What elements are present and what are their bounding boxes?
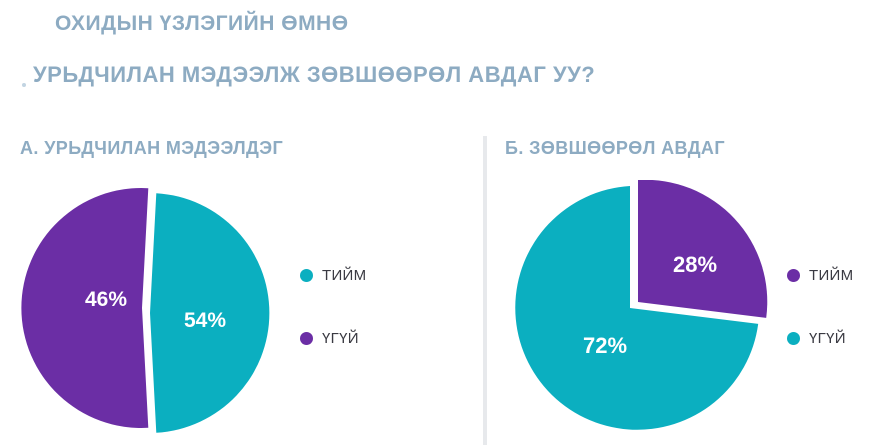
slide-title-line-1: ОХИДЫН ҮЗЛЭГИЙН ӨМНӨ: [55, 12, 349, 35]
pie-chart-b: 28% 72%: [500, 180, 775, 440]
pie-a-label-ugui: 46%: [85, 288, 127, 311]
legend-label-a-tiim: ТИЙМ: [322, 266, 367, 284]
panel-divider: [483, 136, 487, 445]
legend-swatch-teal-icon: [300, 268, 313, 282]
pie-b-label-ugui: 72%: [583, 333, 627, 358]
legend-item-a-ugui[interactable]: ҮГҮЙ: [300, 325, 366, 351]
pie-a-slice-tiim[interactable]: [150, 193, 270, 433]
legend-item-b-tiim[interactable]: ТИЙМ: [787, 262, 853, 288]
pie-chart-a: 46% 54%: [12, 180, 282, 440]
pie-b-label-tiim: 28%: [673, 252, 717, 277]
legend-label-b-tiim: ТИЙМ: [809, 266, 854, 284]
pie-chart-a-svg: 46% 54%: [21, 188, 270, 433]
bullet-dot-icon: [22, 83, 26, 87]
legend-swatch-purple-icon: [787, 268, 800, 282]
pie-b-slice-ugui[interactable]: [515, 186, 759, 430]
pie-a-label-tiim: 54%: [184, 309, 226, 332]
legend-swatch-teal-icon: [787, 331, 800, 345]
legend-label-a-ugui: ҮГҮЙ: [322, 329, 359, 347]
pie-a-slice-ugui[interactable]: [21, 188, 149, 428]
legend-swatch-purple-icon: [300, 331, 313, 345]
panel-a-title: А. УРЬДЧИЛАН МЭДЭЭЛДЭГ: [20, 138, 284, 158]
legend-label-b-ugui: ҮГҮЙ: [809, 329, 846, 347]
pie-chart-b-legend: ТИЙМ ҮГҮЙ: [787, 262, 853, 351]
legend-item-a-tiim[interactable]: ТИЙМ: [300, 262, 366, 288]
pie-chart-b-svg: 28% 72%: [515, 180, 768, 430]
slide-title-line-2: УРЬДЧИЛАН МЭДЭЭЛЖ ЗӨВШӨӨРӨЛ АВДАГ УУ?: [33, 62, 596, 87]
pie-b-slice-tiim[interactable]: [638, 180, 768, 318]
pie-chart-a-legend: ТИЙМ ҮГҮЙ: [300, 262, 366, 351]
panel-b-title: Б. ЗӨВШӨӨРӨЛ АВДАГ: [505, 138, 725, 158]
legend-item-b-ugui[interactable]: ҮГҮЙ: [787, 325, 853, 351]
